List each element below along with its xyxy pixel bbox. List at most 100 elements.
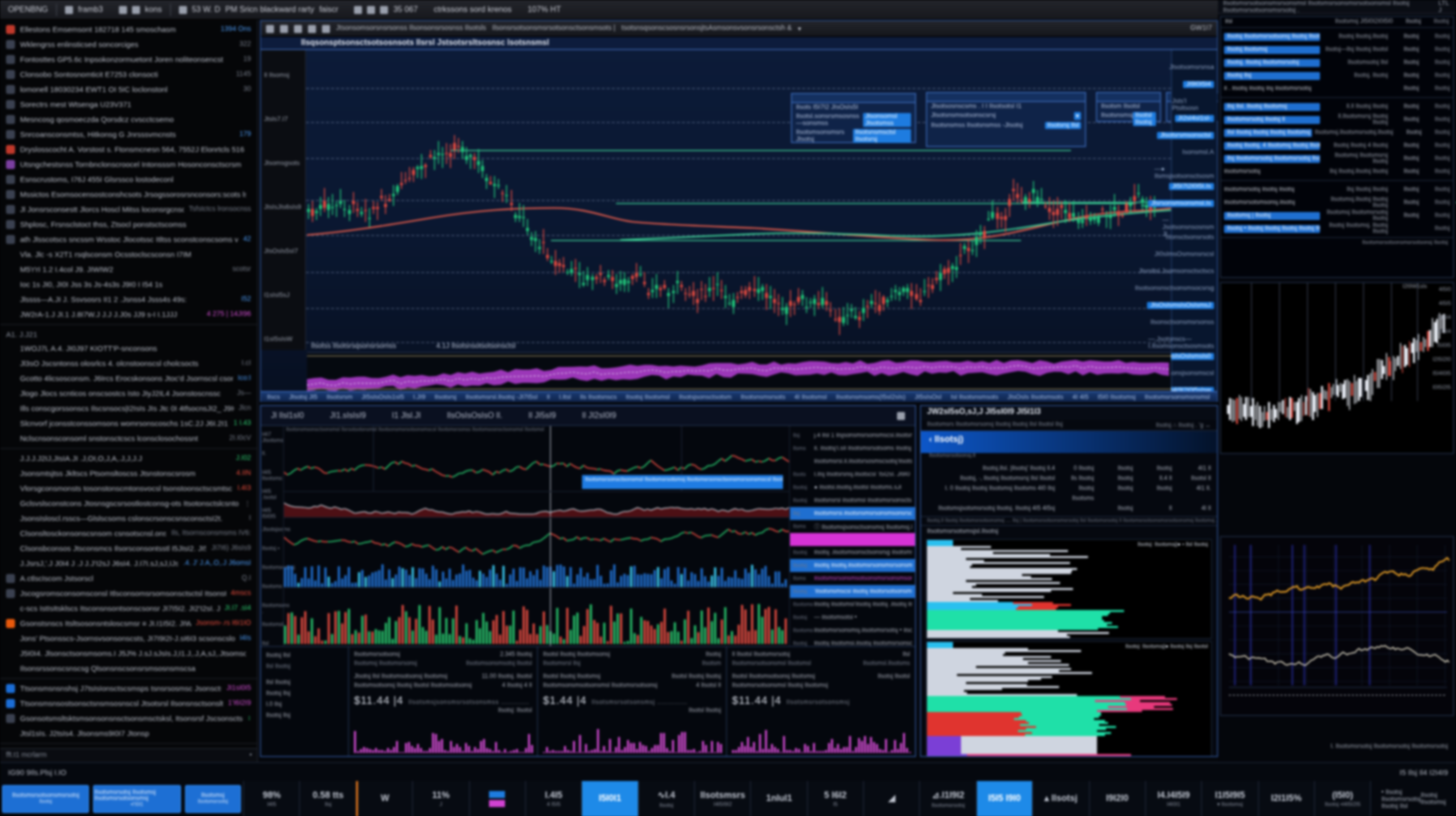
taskbar-tile[interactable]: ∿I.4 Ilsotsj xyxy=(637,781,695,816)
overlay-header[interactable] xyxy=(792,94,915,103)
price-tick-highlighted[interactable]: JI5sIsmsIsOsIsmsIs0 xyxy=(1146,353,1214,360)
sidebar-list-item[interactable]: Ttsonsmsnsnshsj J7tsIsIonsctscsmsps tsns… xyxy=(0,681,257,696)
left-sidebar[interactable]: Ellestons Emsemsont 182718 145 smoschasm… xyxy=(0,20,258,762)
taskbar-tile[interactable]: I2I1I5% xyxy=(1257,781,1314,816)
chart-toolbar-item-2[interactable]: Ilsonsrsotsonsmsrsotsonsctsonsmsots | xyxy=(492,25,616,32)
taskbar-button[interactable]: Ilsotsmsrsotsonsmsrsotsj Ilsotsj xyxy=(2,785,90,813)
multi-panel-tab[interactable]: IlsOsIsOsIsO Il. xyxy=(446,411,503,420)
chart-status-item[interactable]: Il xyxy=(546,393,550,401)
side-list-item[interactable]: Ilsms Il. Ilsotsj'I.sIl Ilsotsmsrsotsoms … xyxy=(790,442,915,455)
sidebar-list-item[interactable]: J.J.J.J2IJ,JIsIA.JI .J,OI,O,J,A,.J,J,J.J… xyxy=(0,451,257,466)
chart-status-item[interactable]: JI5sIsOsI xyxy=(914,393,942,401)
multi-panel-tab[interactable]: Il JI2sI0I9 xyxy=(581,411,617,420)
taskbar-tile[interactable] xyxy=(468,781,525,816)
side-list-item[interactable] xyxy=(790,533,915,546)
chevron-down-icon[interactable]: ▾ xyxy=(797,25,802,33)
chart-toolbar[interactable]: Jtsonsomsorsnsrsonss Ilsonsonsrsosnss Il… xyxy=(261,21,1217,37)
dual-line-chart[interactable] xyxy=(1220,536,1454,716)
overlay-header[interactable] xyxy=(927,93,1085,102)
price-tick[interactable]: Jlsotsomsrsnsa xyxy=(1169,64,1214,71)
taskbar-tile[interactable]: 11% J xyxy=(412,781,469,816)
sidebar-list-item[interactable]: Gclsvslsconstcons Jtosnsgscsrsostlostcon… xyxy=(0,496,257,511)
sidebar-list-item[interactable]: Ills conscgorssonscs Ilscsnsocs|I2IsIs J… xyxy=(0,401,257,416)
sidebar-list-item[interactable]: Jlogo Jlocs scnticos onscsostcs Isto JIy… xyxy=(0,386,257,401)
sidebar-list-item[interactable]: Ioc 1s JI0, JI0I Jss 3s Js-4s3s J9I0 I I… xyxy=(0,277,257,292)
chart-status-item[interactable]: Ils Ilsotsnscs xyxy=(579,393,617,401)
table-row[interactable]: Ilsotsmsrsotsmsonsj.Ilsotsj Ilsotsmsj.Ils… xyxy=(1221,196,1453,209)
taskbar-tile[interactable]: (I5I0) Ilsotsj •I4I5I2I5 xyxy=(1314,781,1371,816)
table-row[interactable]: Ilsotsj Ilsotsj. 4 Ilsotsmsj Ilsotsj Ils… xyxy=(1221,139,1453,152)
sidebar-list-item[interactable]: Jl Jonsrsconsestt Jlorcs Hoscl Mitss loc… xyxy=(0,202,257,217)
chart-body[interactable]: Il Ilsomsj Jtsls7.I7 Jlsomsgsots JIsIsJIs6s… xyxy=(261,50,1456,402)
order-book-sub-right[interactable]: Ilsotsj ∴ Ilsotsj . ’g ↔ xyxy=(1155,422,1211,429)
chart-status-item[interactable]: I.JI9 xyxy=(413,393,426,401)
sidebar-list-item[interactable]: J5I0I4. Jlsonsctsonsmsoms.I J5J% J.sJ.sJ… xyxy=(0,646,257,661)
sidebar-list-item[interactable]: Jl3sO Jscsntonss olosrlcs 4. olcnstoonsc… xyxy=(0,356,257,371)
table-row[interactable]: Ilsj Ilsotsmsrsotsj Ilsotsmsrsotsj Ilsot… xyxy=(1221,152,1453,165)
chart-overlay-panel[interactable]: Ilsotsm Ilsotsl Ilsotsnsmsj Ilsotsl Ilso… xyxy=(1096,92,1161,126)
rect-icon[interactable] xyxy=(294,24,302,33)
sidebar-list-item[interactable]: M5'r'rI 1.2 I.4col J9. JIWIW2 scotsr xyxy=(0,262,257,277)
order-book-subheader[interactable]: Ilsotsmsrs Ilsotsmsrsonsj Ilsotsj Ilsots… xyxy=(921,420,1217,431)
multi-panel-tab[interactable]: JI1.sIsIsI9 xyxy=(329,411,366,420)
topbar-zoom-level[interactable]: 107% HT xyxy=(520,0,569,20)
sidebar-list-item[interactable]: A.ctlscIscom Jstsorscl Q.I xyxy=(0,571,257,586)
side-list-item[interactable]: Ilsms ⓘ Ilsotsmsjsonsctsonsmsj Ilsotsmsj.… xyxy=(790,520,915,533)
price-tick[interactable]: —Jsotsonsnsosnsm Jl xyxy=(1162,217,1214,238)
taskbar-tile[interactable]: 5 I6I2 I5 xyxy=(806,781,864,816)
taskbar-items[interactable]: Ilsotsmsrsotsonsmsrsotsj Ilsotsj Ilsotsmsr… xyxy=(0,781,1456,816)
chart-status-item[interactable]: Ilsotsnsmsrsots xyxy=(740,393,786,401)
side-list-item[interactable]: Ilsotsj ● Ilsotsl.Ilsotsj.Ilsotsl Ilsotsm… xyxy=(790,481,915,494)
sidebar-list-item[interactable]: Wklengrss enlinsticsed soncorciges 322 xyxy=(0,37,257,52)
chart-overlay-panel[interactable]: Jlsotsosnscsms . I I Ilsotsotsl I1 Jlsot… xyxy=(926,92,1086,147)
chart-status-item[interactable]: Ilsotsjsonsctsotsm xyxy=(678,393,732,401)
sidebar-list-item[interactable]: Nclscnsonsconsoml snstonsctcscs lconsclo… xyxy=(0,431,257,446)
sidebar-list-item[interactable]: Vlorsgconsmonsts tosonstonscmtonsvocsl t… xyxy=(0,481,257,496)
eye-icon[interactable] xyxy=(322,24,330,33)
side-list-item[interactable]: Ilsj j.4 Ilsl 1 Ilsjsonsmsrsonsmscsl.Ilso… xyxy=(790,429,915,442)
price-tick-highlighted[interactable]: Jlsrsonsmsonsmsl.Is xyxy=(1148,200,1214,207)
sidebar-list-item[interactable]: Ttsonsmsnsostsonsctsnsmsosnscsl Jtsotsrs… xyxy=(0,696,257,711)
sidebar-list-item[interactable]: Mssictos Esomsocensostconshcsots Jrsogss… xyxy=(0,187,257,202)
sidebar-list-item[interactable]: JsonsIsloscl.rsscs—Glslscsoms cslonscrso… xyxy=(0,511,257,526)
price-tick[interactable]: Ilsotsonsnsctsonsmsocsrsg xyxy=(1134,285,1214,292)
side-list-item[interactable]: Ilsotsmsrsl.Il.Ilsotsrsosmscsotsj'Ilsots… xyxy=(790,455,915,468)
order-book-table[interactable]: Ilsotsj.Ilsl. |Ilsotsj’ Ilsotsj Il.4 0 Il… xyxy=(921,462,1217,516)
sidebar-list-item[interactable]: 1WOJ7L A.4. JI0J97 KIOTT'P-snconsons xyxy=(0,341,257,356)
multi-chart-panel[interactable]: Jl Ilsl1sI0 JI1.sIsIsI9 I1 Jlsl.JI IlsOsIsO… xyxy=(260,405,916,757)
indicator-pane[interactable] xyxy=(307,352,1171,392)
chart-status-item[interactable]: Jlsotsj JI5 xyxy=(289,393,318,401)
chart-status-bar[interactable]: Ilscs Jlsotsj JI5 Ilsotsrsm JI5sIsOsIs1sI5 I… xyxy=(261,391,1217,402)
chart-status-item[interactable]: Isl Ilsotsnsmsots xyxy=(950,393,999,401)
depth-heatmap-top[interactable]: Ilsotsj: Ilsotsmsj|● • Ilsl Ilsotsj xyxy=(926,539,1212,639)
chart-status-item[interactable]: I.Itsl xyxy=(558,393,571,401)
table-row[interactable]: Ilsotsmsrsotsj Ilsj Ilsotsj.Ilsotsj Ilsot… xyxy=(1221,165,1453,178)
sub-chart-oscillator[interactable] xyxy=(284,492,789,518)
side-list-item[interactable]: Ilsms Ilsotsmsrsonsmsotsonsmsrsonsmsonsct… xyxy=(790,572,915,585)
price-tick-highlighted[interactable]: JI5I7I2I0I5I.Is xyxy=(1168,183,1214,190)
taskbar-tile[interactable]: W xyxy=(355,781,413,816)
table-row[interactable]: Ilsotsj • Ilsotsj Ilsotsj Ilsotsj Ilsots… xyxy=(1221,222,1453,235)
ohlc-bar-chart[interactable]: I2I9W1sIs 4I5I0 4I5I5 I9I5I4 I6I5I4 I5I0I5 I2… xyxy=(1220,282,1454,454)
multi-panel-tab[interactable]: Il JI5sI9 xyxy=(528,411,556,420)
overlay-header[interactable] xyxy=(1097,93,1160,102)
right-data-table[interactable]: Ilsl Ilsotsmsj JI5I0I2I0I5I0 Ilsotsj Ils… xyxy=(1220,16,1454,278)
side-list-item[interactable]: Ilsotsj ’Ilsotsnsmscsl Ilsotsj Ilsotsrsot… xyxy=(790,585,915,598)
side-list-item[interactable]: Ilsotsms Ilsotsj Ilsotsmsl'Ilsotsj Ilsots… xyxy=(790,598,915,611)
price-tick-highlighted[interactable]: JI4I9I2I0I5sIsw xyxy=(1164,387,1214,394)
taskbar-tile[interactable]: 0.58 tts Ilsj xyxy=(299,781,356,816)
price-tick[interactable]: Isonsmsl.A xyxy=(1182,149,1214,156)
sidebar-list-item[interactable]: Sorectrs mest Wtsenga U23V371 xyxy=(0,97,257,112)
taskbar[interactable]: IG90 9Ils.Plsj I.IO I5 Ilsj Il4 I2I4I9 I… xyxy=(0,762,1456,816)
sidebar-list-item[interactable]: Gcotto 4licsosconsm. J6Ircs Erocskonsons… xyxy=(0,371,257,386)
table-row[interactable]: Ilsotsmsj | Ilsotsj Ilsotsmsj Ilsotsmsrso… xyxy=(1221,209,1453,222)
sidebar-list-item[interactable]: Jtsl1sIs. J2tsIs4. Jlsonsms9I0I7 Jtonsp xyxy=(0,726,257,741)
sidebar-list-item[interactable]: Jons’ Ptsonsscs-Jsornsvsonsonscsts, JI7I… xyxy=(0,631,257,646)
side-list-item[interactable]: Ilsotsj Ilsotsnsrsl Ilsotsmsl Ilsotsmsrso… xyxy=(790,494,915,507)
sidebar-list-item[interactable]: Shplosc, Frsnsclstoct thss, Ztsocl ponst… xyxy=(0,217,257,232)
sidebar-list-item[interactable]: Snrcoansconsmtss, Hitkonsg G Jnrsssvmcns… xyxy=(0,127,257,142)
sub-chart-selection[interactable]: Ilsotsmsrsonsctsonsmsl Ilsotsmsrsotsmsj … xyxy=(582,475,783,489)
taskbar-tile[interactable]: 98% I4I5 xyxy=(243,781,300,816)
chart-price-axis[interactable]: Jlsotsomsrsnsa JI9I0I5I4 Jsts'I Ptsltsosn J… xyxy=(1113,50,1217,402)
table-row[interactable]: Ilsl Ilsotsj Ilsotsj Ilsotsj Ilsotsmsj Il… xyxy=(1221,126,1453,139)
